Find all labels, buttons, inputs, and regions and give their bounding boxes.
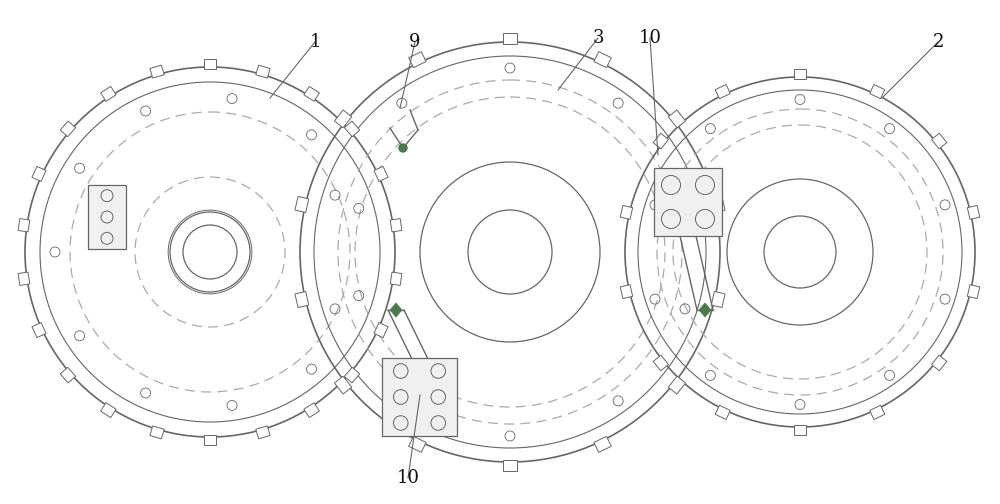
Polygon shape xyxy=(390,272,402,285)
Polygon shape xyxy=(653,355,668,371)
Polygon shape xyxy=(503,460,517,471)
Polygon shape xyxy=(653,133,668,149)
Polygon shape xyxy=(711,197,725,213)
Text: 1: 1 xyxy=(309,33,321,51)
Polygon shape xyxy=(334,376,352,394)
Polygon shape xyxy=(295,291,309,307)
Polygon shape xyxy=(870,405,885,419)
Polygon shape xyxy=(594,436,611,453)
Circle shape xyxy=(399,144,407,152)
Text: 2: 2 xyxy=(932,33,944,51)
Polygon shape xyxy=(715,85,730,99)
Text: 3: 3 xyxy=(592,29,604,47)
Polygon shape xyxy=(204,59,216,69)
Polygon shape xyxy=(150,426,164,439)
Polygon shape xyxy=(60,367,76,383)
Polygon shape xyxy=(594,51,611,68)
Polygon shape xyxy=(794,69,806,79)
Polygon shape xyxy=(932,133,947,149)
Polygon shape xyxy=(304,403,319,418)
Text: 10: 10 xyxy=(639,29,662,47)
Polygon shape xyxy=(967,206,980,219)
Polygon shape xyxy=(344,121,360,137)
Polygon shape xyxy=(295,197,309,213)
Polygon shape xyxy=(390,303,402,317)
Polygon shape xyxy=(503,33,517,44)
Polygon shape xyxy=(699,303,711,317)
Polygon shape xyxy=(101,403,116,418)
Polygon shape xyxy=(967,285,980,298)
Polygon shape xyxy=(304,86,319,101)
Polygon shape xyxy=(668,376,686,394)
Polygon shape xyxy=(344,367,360,383)
Polygon shape xyxy=(334,110,352,128)
Polygon shape xyxy=(101,86,116,101)
Polygon shape xyxy=(620,206,633,219)
Polygon shape xyxy=(374,323,388,338)
Text: 10: 10 xyxy=(396,469,420,487)
Text: 9: 9 xyxy=(409,33,421,51)
Polygon shape xyxy=(32,166,46,181)
Polygon shape xyxy=(409,51,426,68)
Bar xyxy=(654,168,722,236)
Polygon shape xyxy=(374,166,388,181)
Polygon shape xyxy=(60,121,76,137)
Polygon shape xyxy=(18,219,30,232)
Polygon shape xyxy=(870,85,885,99)
Polygon shape xyxy=(32,323,46,338)
Polygon shape xyxy=(150,65,164,78)
Polygon shape xyxy=(715,405,730,419)
Polygon shape xyxy=(932,355,947,371)
Polygon shape xyxy=(256,65,270,78)
Polygon shape xyxy=(18,272,30,285)
Polygon shape xyxy=(204,435,216,445)
Polygon shape xyxy=(668,110,686,128)
Polygon shape xyxy=(794,425,806,435)
Polygon shape xyxy=(256,426,270,439)
Polygon shape xyxy=(409,436,426,453)
Polygon shape xyxy=(711,291,725,307)
Polygon shape xyxy=(620,285,633,298)
Bar xyxy=(382,358,457,436)
Bar xyxy=(88,185,126,249)
Polygon shape xyxy=(390,219,402,232)
